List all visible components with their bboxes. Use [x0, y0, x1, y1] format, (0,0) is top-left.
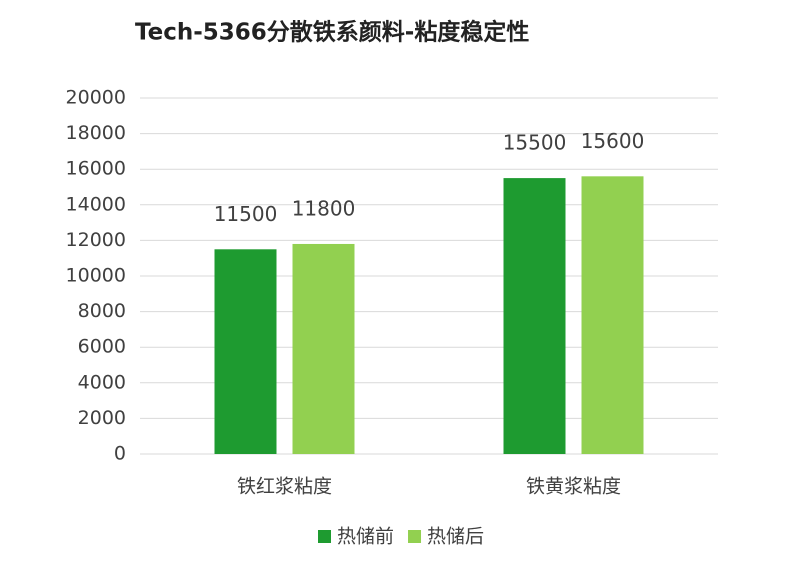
bar — [292, 243, 355, 454]
bar — [214, 249, 277, 454]
x-tick-label: 铁红浆粘度 — [237, 476, 332, 498]
y-tick-label: 12000 — [66, 229, 126, 251]
legend-label: 热储前 — [337, 526, 394, 548]
bar — [581, 176, 644, 454]
y-tick-label: 14000 — [66, 193, 126, 215]
bar — [503, 178, 566, 454]
x-tick-label: 铁黄浆粘度 — [526, 476, 621, 498]
chart-title: Tech-5366分散铁系颜料-粘度稳定性 — [135, 19, 529, 46]
data-label: 15500 — [503, 131, 567, 155]
data-label: 15600 — [581, 129, 645, 153]
y-tick-label: 16000 — [66, 158, 126, 180]
legend-swatch — [408, 530, 422, 543]
y-tick-label: 10000 — [66, 265, 126, 287]
y-tick-label: 8000 — [78, 300, 126, 322]
legend-swatch — [318, 530, 331, 543]
legend-label: 热储后 — [427, 526, 484, 548]
y-tick-label: 4000 — [78, 371, 126, 393]
y-tick-label: 6000 — [78, 336, 126, 358]
y-tick-label: 0 — [114, 443, 126, 465]
y-tick-label: 20000 — [66, 87, 126, 109]
data-label: 11500 — [214, 202, 278, 226]
y-tick-label: 2000 — [78, 407, 126, 429]
y-tick-label: 18000 — [66, 122, 126, 144]
data-label: 11800 — [292, 196, 356, 220]
